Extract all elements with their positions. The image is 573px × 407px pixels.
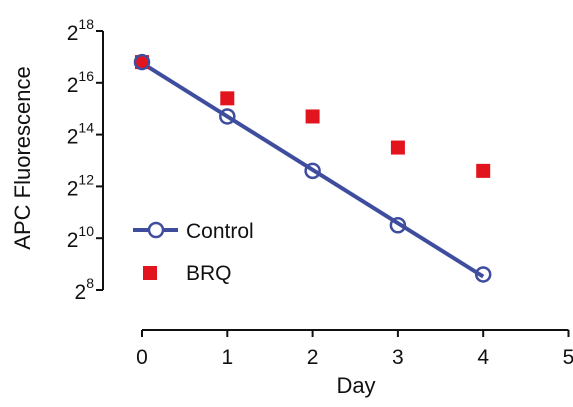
x-axis-label: Day [336,373,375,398]
x-tick-label: 4 [477,346,489,369]
legend-control-label: Control [186,220,254,243]
legend: Control BRQ [133,220,254,285]
x-tick-label: 0 [136,346,148,369]
y-tick-label: 218 [67,16,94,45]
y-axis-label: APC Fluorescence [10,66,35,249]
brq-point [305,109,320,124]
x-tick-label: 5 [563,346,573,369]
brq-point [135,55,149,70]
control-point [219,108,236,125]
legend-brq-label: BRQ [186,262,232,285]
series-layer [133,53,492,283]
y-tick-label: 216 [67,68,94,97]
x-axis: 0 1 2 3 4 5 [136,329,573,369]
control-point [304,162,321,180]
x-tick-label: 2 [307,346,319,369]
y-tick-label: 212 [67,171,94,200]
control-point [389,217,407,234]
y-tick-label: 214 [67,120,94,149]
control-fit-line [140,61,485,279]
x-tick-label: 3 [392,346,404,369]
brq-point [220,91,235,106]
y-tick-label: 28 [75,275,95,304]
y-tick-label: 210 [67,223,94,252]
brq-point [476,163,491,178]
brq-point [390,140,405,155]
y-axis: 28 210 212 214 216 218 [67,16,104,304]
control-point [133,53,151,71]
legend-control-marker [147,221,165,239]
x-tick-label: 1 [221,346,233,369]
control-point [474,266,492,283]
legend-brq-marker [143,266,157,280]
